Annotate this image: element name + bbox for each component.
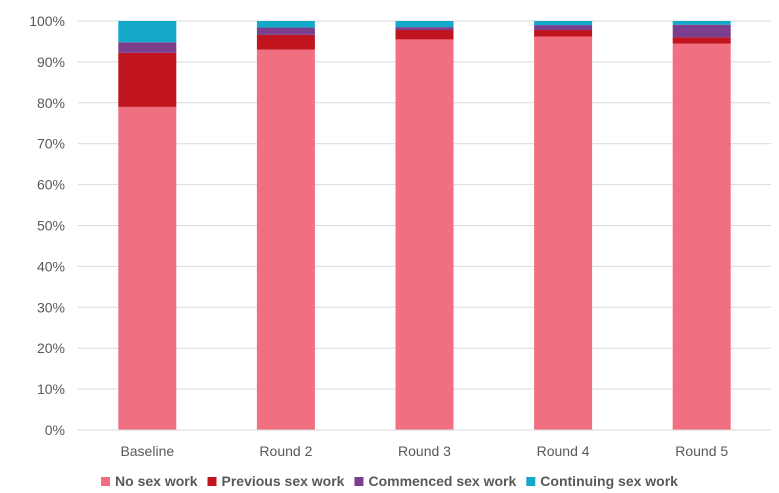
y-tick-label: 50%	[37, 218, 65, 234]
bar-segment	[256, 49, 315, 430]
x-tick-label: Round 4	[537, 443, 590, 459]
legend-label: Commenced sex work	[368, 473, 516, 489]
x-tick-label: Baseline	[120, 443, 174, 459]
bar-segment	[534, 21, 593, 26]
x-tick-label: Round 3	[398, 443, 451, 459]
y-tick-label: 30%	[37, 299, 65, 315]
bar-segment	[395, 27, 454, 30]
bar-segment	[395, 39, 454, 430]
y-tick-label: 70%	[37, 136, 65, 152]
legend-swatch	[101, 477, 111, 486]
legend-item: Commenced sex work	[354, 473, 517, 489]
x-tick-label: Round 5	[675, 443, 728, 459]
y-tick-label: 20%	[37, 340, 65, 356]
y-tick-label: 40%	[37, 258, 65, 274]
bar-segment	[672, 24, 731, 38]
legend-item: No sex work	[101, 473, 198, 489]
legend-item: Continuing sex work	[526, 473, 678, 489]
bar-segment	[256, 21, 315, 28]
bar-segment	[118, 21, 177, 43]
bar-segment	[118, 106, 177, 430]
bar-segment	[672, 21, 731, 25]
legend-label: No sex work	[115, 473, 198, 489]
legend: No sex work Previous sex work Commenced se…	[101, 473, 678, 489]
legend-label: Previous sex work	[222, 473, 345, 489]
bar-segment	[395, 29, 454, 40]
y-tick-label: 100%	[29, 13, 65, 29]
bar-segment	[534, 29, 593, 37]
y-axis-tick-labels: 0% 10% 20% 30% 40% 50% 60% 70% 80% 90% 100%	[29, 13, 65, 438]
bar-segment	[534, 36, 593, 431]
y-tick-label: 0%	[45, 422, 65, 438]
bars	[118, 21, 731, 431]
bar-segment	[534, 25, 593, 30]
y-tick-label: 10%	[37, 381, 65, 397]
bar-segment	[118, 52, 177, 107]
bar-segment	[256, 27, 315, 35]
x-axis-tick-labels: Baseline Round 2 Round 3 Round 4 Round 5	[120, 443, 728, 459]
y-tick-label: 80%	[37, 95, 65, 111]
y-tick-label: 90%	[37, 54, 65, 70]
bar-segment	[256, 34, 315, 50]
bar-segment	[395, 21, 454, 28]
bar-segment	[672, 43, 731, 431]
legend-label: Continuing sex work	[540, 473, 678, 489]
legend-swatch	[526, 477, 536, 486]
legend-item: Previous sex work	[207, 473, 345, 489]
bar-segment	[672, 37, 731, 44]
bar-segment	[118, 42, 177, 53]
y-tick-label: 60%	[37, 177, 65, 193]
x-tick-label: Round 2	[259, 443, 312, 459]
legend-swatch	[354, 477, 364, 486]
legend-swatch	[207, 477, 217, 486]
